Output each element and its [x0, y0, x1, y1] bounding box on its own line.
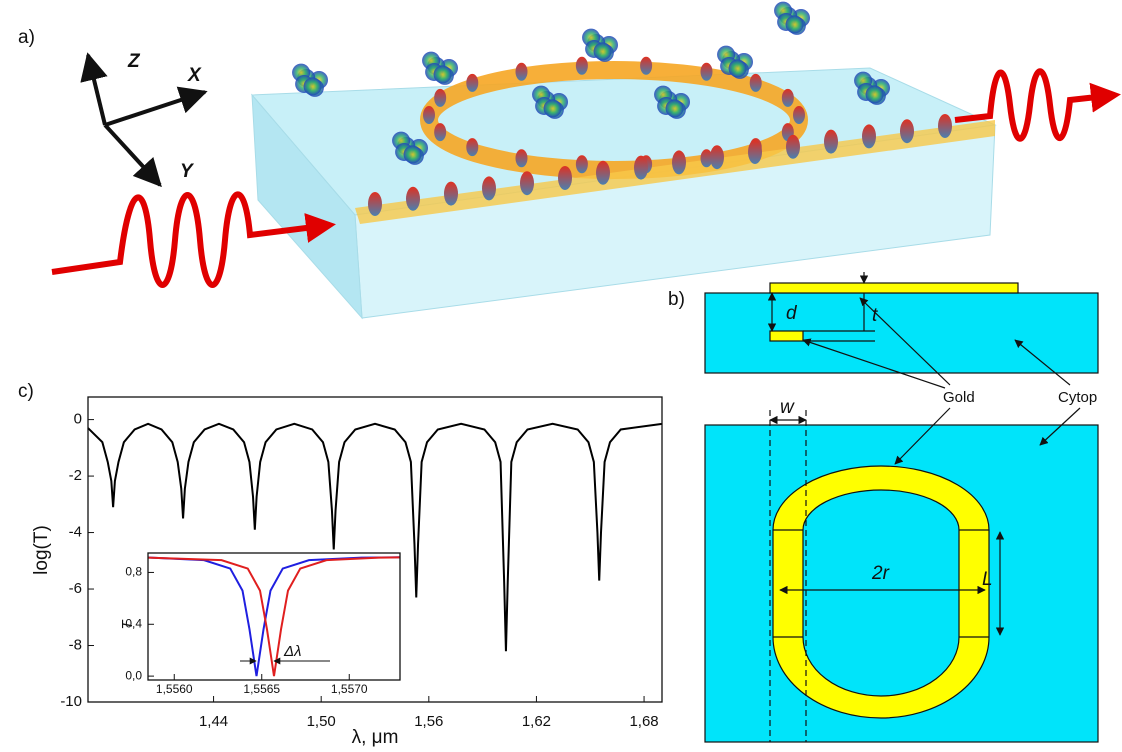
axis-name: X — [187, 65, 202, 86]
x-tick-label: 1,44 — [199, 713, 228, 730]
y-axis-label: log(T) — [31, 525, 52, 575]
x-tick-label: 1,5560 — [156, 682, 193, 696]
field-peak — [938, 114, 952, 138]
dim-label: L — [982, 569, 993, 590]
molecule-part — [866, 85, 884, 103]
x-tick-label: 1,68 — [629, 713, 658, 730]
field-peak — [576, 155, 588, 173]
field-peak — [520, 171, 534, 195]
panel-label: c) — [18, 381, 34, 402]
y-tick-label: -2 — [69, 467, 82, 484]
charts: 1,44 1,50 1,56 1,62 1,68 0 -2 -4 -6 -8 -10 λ, μm log… — [31, 397, 662, 748]
dim-label: d — [786, 303, 798, 324]
panel-label: a) — [18, 27, 35, 48]
field-peak — [793, 106, 805, 124]
field-peak — [444, 182, 458, 206]
field-peak — [862, 124, 876, 148]
annotation: Δλ — [283, 643, 301, 660]
field-peak — [466, 74, 478, 92]
y-tick-label: -10 — [60, 693, 82, 710]
material-label: Gold — [943, 389, 975, 406]
molecule-part — [434, 65, 452, 83]
field-peak — [634, 156, 648, 180]
field-peak — [782, 89, 794, 107]
x-tick-label: 1,5565 — [243, 682, 280, 696]
dim-label: 2r — [871, 563, 890, 584]
molecule-part — [594, 42, 612, 60]
panel-label: b) — [668, 289, 685, 310]
page: {"figure": { "panel_labels": ["a)", "b)"… — [0, 0, 1122, 752]
y-tick-label: 0,8 — [125, 565, 142, 579]
field-peak — [576, 57, 588, 75]
molecule-part — [304, 77, 322, 95]
x-tick-label: 1,62 — [522, 713, 551, 730]
field-peak — [750, 74, 762, 92]
schematic — [705, 272, 1098, 742]
molecule-part — [729, 59, 747, 77]
field-peak — [406, 187, 420, 211]
field-peak — [516, 63, 528, 81]
field-peak — [900, 119, 914, 143]
dim-label: w — [780, 397, 795, 418]
field-peak — [434, 123, 446, 141]
field-peak — [466, 138, 478, 156]
field-peak — [482, 176, 496, 200]
y-tick-label: 0,0 — [125, 668, 142, 682]
field-peak — [423, 106, 435, 124]
axis-name: Z — [127, 51, 141, 72]
material-label: Cytop — [1058, 389, 1097, 406]
field-peak — [558, 166, 572, 190]
y-tick-label: -4 — [69, 524, 82, 541]
field-peak — [640, 57, 652, 75]
molecule-part — [666, 99, 684, 117]
field-peak — [434, 89, 446, 107]
y-tick-label: -6 — [69, 580, 82, 597]
y-tick-label: 0 — [74, 411, 82, 428]
molecule-part — [786, 15, 804, 33]
x-tick-label: 1,5570 — [331, 682, 368, 696]
field-peak — [516, 149, 528, 167]
molecule-part — [404, 145, 422, 163]
x-axis-label: λ, μm — [352, 727, 399, 748]
illustration: Z X Y — [52, 2, 1115, 318]
field-peak — [672, 150, 686, 174]
y-tick-label: -8 — [69, 636, 82, 653]
x-tick-label: 1,56 — [414, 713, 443, 730]
field-peak — [710, 145, 724, 169]
molecule-part — [544, 99, 562, 117]
field-peak — [786, 135, 800, 159]
dim-label: t — [872, 305, 878, 326]
field-peak — [748, 140, 762, 164]
field-peak — [596, 161, 610, 185]
figure: Z X Y a) b) c) d t Gold Cytop w 2r L 1,4… — [0, 0, 1122, 752]
x-tick-label: 1,50 — [307, 713, 336, 730]
axis-name: Y — [180, 161, 195, 182]
field-peak — [824, 130, 838, 154]
field-peak — [368, 192, 382, 216]
field-peak — [701, 63, 713, 81]
